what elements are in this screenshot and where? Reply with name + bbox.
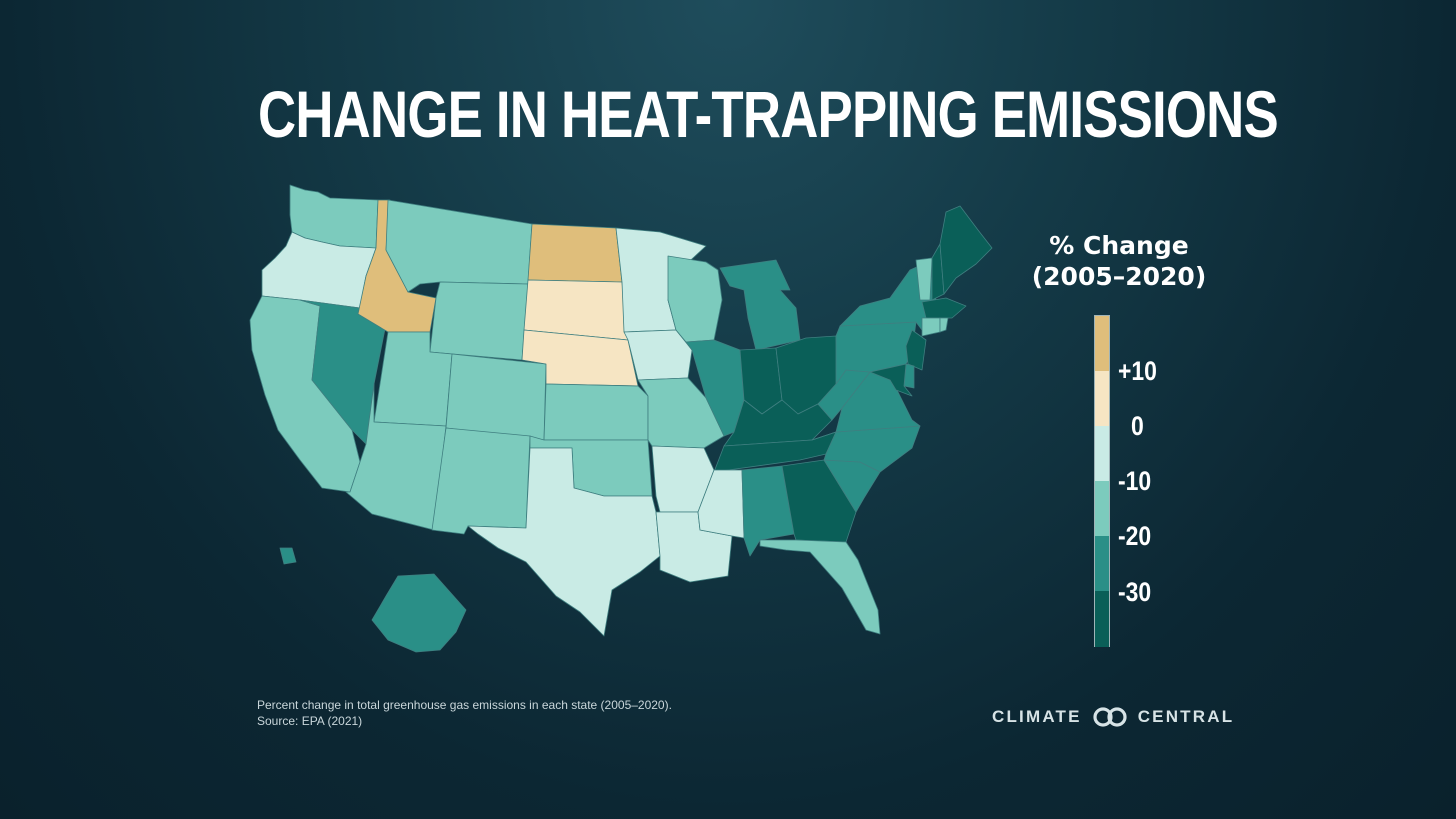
state-md <box>869 363 913 397</box>
legend-title: % Change (2005–2020) <box>1024 230 1214 292</box>
logo-left-word: CLIMATE <box>992 707 1082 726</box>
footnote: Percent change in total greenhouse gas e… <box>257 697 672 729</box>
legend-tick-0: 0 <box>1131 411 1144 441</box>
legend-swatch <box>1095 371 1109 427</box>
legend-swatch <box>1095 481 1109 537</box>
us-states-map <box>249 184 993 653</box>
legend-title-line2: (2005–2020) <box>1031 262 1207 291</box>
state-ri <box>939 317 949 333</box>
state-sd <box>523 279 629 341</box>
legend-tick-minus10: -10 <box>1118 466 1152 496</box>
state-ma <box>921 297 967 319</box>
legend-tick-plus10: +10 <box>1118 356 1157 386</box>
footnote-description: Percent change in total greenhouse gas e… <box>257 698 672 712</box>
state-mt <box>385 199 533 293</box>
state-nm <box>431 427 531 535</box>
footnote-source: Source: EPA (2021) <box>257 714 363 728</box>
state-ct <box>921 317 941 337</box>
state-vt <box>915 257 933 301</box>
state-fl <box>759 539 881 635</box>
legend-title-line1: % Change <box>1049 231 1189 260</box>
logo-right-word: CENTRAL <box>1137 707 1235 726</box>
legend-color-bar <box>1094 315 1110 647</box>
climate-central-rings-icon <box>1090 706 1130 728</box>
legend-swatch <box>1095 316 1109 372</box>
page-title: CHANGE IN HEAT-TRAPPING EMISSIONS <box>258 77 1279 151</box>
legend-swatch <box>1095 591 1109 647</box>
state-me <box>939 205 993 295</box>
legend-swatch <box>1095 536 1109 592</box>
legend-swatch <box>1095 426 1109 482</box>
state-hi <box>279 547 297 565</box>
state-co <box>445 353 547 441</box>
state-mi <box>719 259 801 351</box>
climate-central-logo: CLIMATE CENTRAL <box>992 704 1234 730</box>
legend-tick-minus30: -30 <box>1118 577 1152 607</box>
legend-tick-minus20: -20 <box>1118 521 1152 551</box>
state-wy <box>429 281 529 361</box>
state-ak <box>371 573 467 653</box>
state-tx <box>467 447 661 637</box>
state-nd <box>527 223 623 283</box>
state-nj <box>905 329 927 371</box>
state-ks <box>543 383 649 441</box>
state-wi <box>667 255 723 343</box>
